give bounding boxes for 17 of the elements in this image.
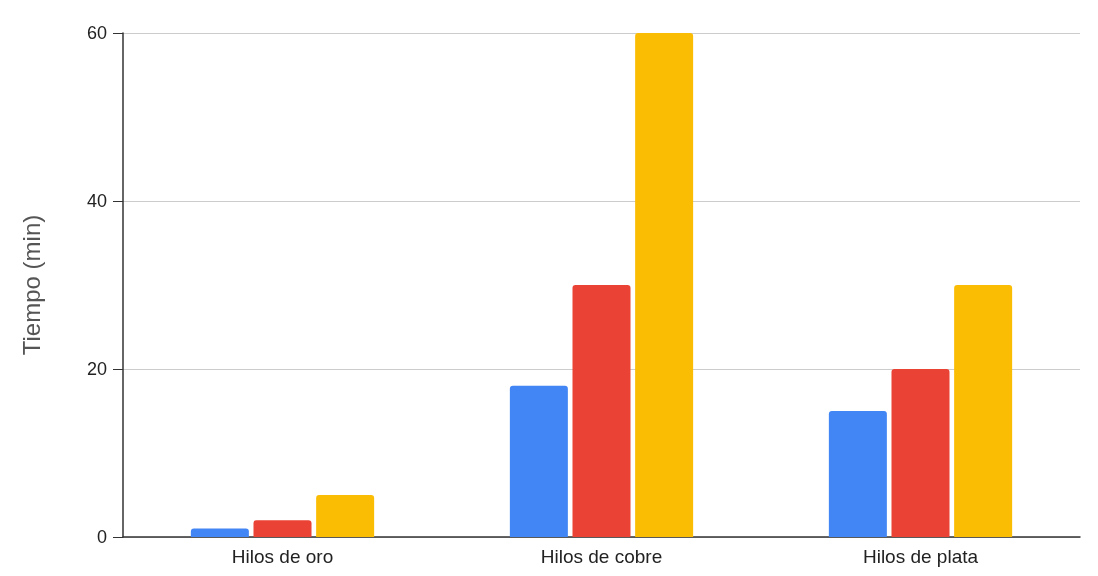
- bar: [635, 33, 694, 537]
- x-tick-label: Hilos de cobre: [540, 546, 663, 567]
- bar: [509, 385, 568, 537]
- x-tick-label: Hilos de plata: [862, 546, 979, 567]
- y-axis-title: Tiempo (min): [17, 214, 45, 356]
- y-tick-label: 60: [86, 23, 107, 43]
- bar: [572, 285, 631, 537]
- bar: [316, 495, 375, 537]
- y-tick-label: 0: [96, 527, 107, 547]
- bar: [190, 528, 249, 537]
- bar: [954, 285, 1013, 537]
- bar: [253, 520, 312, 537]
- x-tick-label: Hilos de oro: [231, 546, 334, 567]
- y-tick-label: 40: [86, 191, 107, 211]
- bar: [828, 411, 887, 537]
- bar: [891, 369, 950, 537]
- y-tick-label: 20: [86, 359, 107, 379]
